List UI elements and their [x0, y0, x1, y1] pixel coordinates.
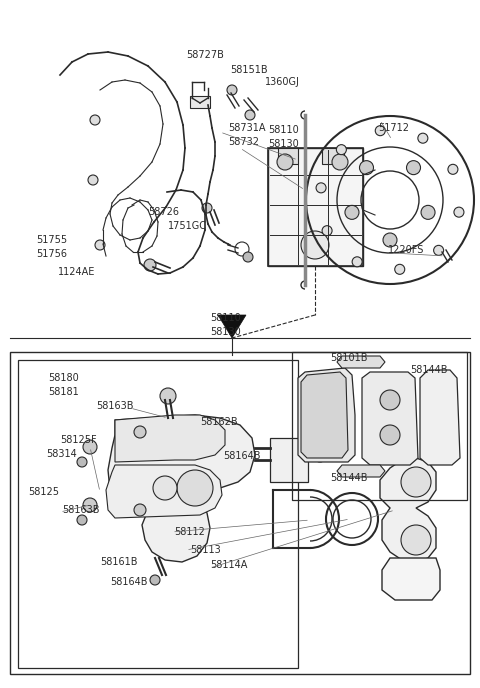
Circle shape [95, 240, 105, 250]
Text: 51755: 51755 [36, 235, 67, 245]
Text: 58125: 58125 [28, 487, 59, 497]
Text: 58151B: 58151B [230, 65, 268, 75]
Polygon shape [301, 372, 348, 458]
Bar [190, 96, 210, 108]
Text: 58101B: 58101B [330, 353, 368, 363]
Circle shape [77, 457, 87, 467]
Polygon shape [380, 458, 436, 562]
Text: 58180: 58180 [48, 373, 79, 383]
Circle shape [202, 203, 212, 213]
Text: 58162B: 58162B [200, 417, 238, 427]
Polygon shape [268, 148, 363, 266]
Circle shape [360, 160, 373, 175]
Circle shape [313, 448, 327, 462]
Circle shape [454, 207, 464, 217]
Text: 58161B: 58161B [100, 557, 137, 567]
Text: 58114A: 58114A [210, 560, 247, 570]
Circle shape [277, 154, 293, 170]
Text: 58144B: 58144B [410, 365, 447, 375]
Text: 58726: 58726 [148, 207, 179, 217]
Circle shape [83, 498, 97, 512]
Circle shape [83, 440, 97, 454]
Polygon shape [115, 415, 225, 462]
Text: 1360GJ: 1360GJ [265, 77, 300, 87]
Circle shape [90, 115, 100, 125]
Circle shape [134, 504, 146, 516]
Bar [322, 148, 344, 164]
Text: 58164B: 58164B [223, 451, 261, 461]
Text: 58110: 58110 [210, 313, 241, 323]
Bar [270, 438, 308, 482]
Polygon shape [362, 372, 418, 465]
Polygon shape [382, 558, 440, 600]
Text: 58130: 58130 [268, 139, 299, 149]
Circle shape [433, 246, 444, 255]
Circle shape [383, 233, 397, 247]
Circle shape [421, 205, 435, 219]
Circle shape [322, 226, 332, 236]
Circle shape [395, 264, 405, 275]
Circle shape [352, 257, 362, 267]
Circle shape [227, 85, 237, 95]
Circle shape [418, 133, 428, 143]
Circle shape [345, 205, 359, 219]
Circle shape [407, 160, 420, 175]
Circle shape [144, 259, 156, 271]
Text: 58163B: 58163B [62, 505, 99, 515]
Text: 58113: 58113 [190, 545, 221, 555]
Circle shape [316, 183, 326, 193]
Text: 58110: 58110 [268, 125, 299, 135]
Circle shape [380, 390, 400, 410]
Text: 58130: 58130 [210, 327, 241, 337]
Circle shape [243, 252, 253, 262]
Circle shape [153, 476, 177, 500]
Text: 1220FS: 1220FS [388, 245, 424, 255]
Text: 58125F: 58125F [60, 435, 96, 445]
Text: 58732: 58732 [228, 137, 259, 147]
Circle shape [177, 470, 213, 506]
Text: 58164B: 58164B [110, 577, 147, 587]
Text: 1751GC: 1751GC [168, 221, 207, 231]
Text: 58731A: 58731A [228, 123, 265, 133]
Polygon shape [108, 415, 255, 562]
Bar [268, 148, 363, 266]
Text: 58112: 58112 [174, 527, 205, 537]
Text: 51756: 51756 [36, 249, 67, 259]
Bar [278, 148, 298, 164]
Text: 58181: 58181 [48, 387, 79, 397]
Circle shape [134, 426, 146, 438]
Circle shape [245, 110, 255, 120]
Text: 58144B: 58144B [330, 473, 368, 483]
Bar [10, 352, 470, 674]
Polygon shape [420, 370, 460, 465]
Polygon shape [106, 465, 222, 518]
Circle shape [401, 525, 431, 555]
Text: 1124AE: 1124AE [58, 267, 96, 277]
Circle shape [301, 231, 329, 259]
Circle shape [150, 575, 160, 585]
Text: 51712: 51712 [378, 123, 409, 133]
Circle shape [375, 126, 385, 136]
Text: 58314: 58314 [46, 449, 77, 459]
Circle shape [380, 425, 400, 445]
Circle shape [88, 175, 98, 185]
Polygon shape [218, 315, 246, 338]
Bar [292, 352, 467, 500]
Circle shape [336, 144, 347, 155]
Circle shape [448, 164, 458, 174]
Circle shape [332, 154, 348, 170]
Text: 58727B: 58727B [186, 50, 224, 60]
Polygon shape [337, 356, 385, 368]
Circle shape [160, 388, 176, 404]
Circle shape [77, 515, 87, 525]
Polygon shape [298, 368, 355, 462]
Circle shape [401, 467, 431, 497]
Bar [18, 360, 298, 668]
Text: 58163B: 58163B [96, 401, 133, 411]
Polygon shape [337, 465, 385, 477]
